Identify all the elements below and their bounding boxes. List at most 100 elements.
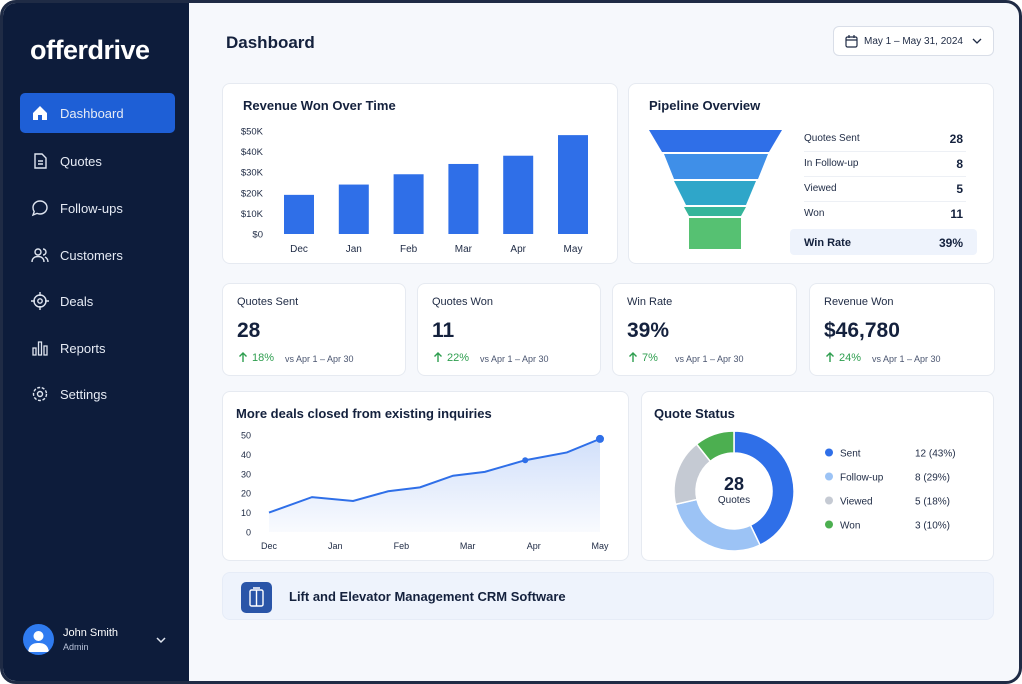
donut-chart: Sent 12 (43%) Follow-up 8 (29%) Viewed 5 (18%… xyxy=(673,430,956,552)
kpi-value: $46,780 xyxy=(824,319,900,342)
date-range: May 1 – May 31, 2024 xyxy=(864,36,963,47)
donut-slice xyxy=(733,430,795,547)
x-tick-label: Feb xyxy=(400,244,418,255)
data-label: 8 (29%) xyxy=(915,473,950,484)
data-label: 12 (43%) xyxy=(915,449,956,460)
x-tick-label: Jan xyxy=(346,244,362,255)
kpi-card: Win Rate 39% 7% vs Apr 1 – Apr 30 xyxy=(612,283,797,376)
nav-item[interactable]: Follow-ups xyxy=(20,188,175,228)
nav-label: Dashboard xyxy=(60,106,124,121)
donut-card: Quote Status Sent 12 (43%) Follow-up 8 (29%… xyxy=(641,391,994,561)
banner-icon xyxy=(241,582,272,613)
stage-value: 8 xyxy=(956,157,963,171)
up-arrow xyxy=(629,352,637,362)
user-name: John Smith xyxy=(63,627,119,639)
line-card: More deals closed from existing inquirie… xyxy=(222,391,629,561)
bar xyxy=(558,135,588,234)
icon-chat xyxy=(31,200,48,217)
revenue-card: Revenue Won Over Time $0 $10K $20K $30K $40K… xyxy=(222,83,618,264)
bar xyxy=(393,174,424,234)
date-picker[interactable]: May 1 – May 31, 2024 xyxy=(833,26,994,56)
nav-label: Deals xyxy=(60,294,94,309)
nav-item[interactable]: Deals xyxy=(20,281,175,321)
bar xyxy=(448,163,479,234)
nav-item[interactable]: Dashboard xyxy=(20,93,175,133)
kpi-change: 24% xyxy=(839,352,862,364)
user-menu[interactable] xyxy=(155,635,167,645)
icon-reports xyxy=(32,341,48,356)
nav-item[interactable]: Settings xyxy=(20,374,175,414)
nav-item[interactable]: Customers xyxy=(20,235,175,275)
bar xyxy=(338,184,369,234)
kpi-value: 28 xyxy=(237,319,261,342)
icon-quotes xyxy=(34,153,47,169)
kpi-label: Quotes Sent xyxy=(237,296,299,308)
logo: offerdrive xyxy=(30,35,150,65)
legend-label: Won xyxy=(840,521,860,532)
kpi-label: Win Rate xyxy=(627,296,673,308)
stage-value: 5 xyxy=(956,182,963,196)
kpi-label: Revenue Won xyxy=(824,296,894,308)
y-tick-label: $30K xyxy=(241,168,264,179)
divider xyxy=(804,201,966,202)
y-tick-label: 30 xyxy=(241,469,251,479)
nav-item[interactable]: Reports xyxy=(20,328,175,368)
y-tick-label: $20K xyxy=(241,188,264,199)
legend-dot xyxy=(825,448,833,457)
divider xyxy=(804,176,966,177)
kpi-compare: vs Apr 1 – Apr 30 xyxy=(480,354,549,364)
y-tick-label: $50K xyxy=(241,127,264,138)
kpi-card: Quotes Sent 28 18% vs Apr 1 – Apr 30 xyxy=(222,283,406,376)
y-tick-label: 0 xyxy=(246,528,251,538)
kpi-compare: vs Apr 1 – Apr 30 xyxy=(675,354,744,364)
x-tick-label: Mar xyxy=(460,541,476,551)
nav-label: Settings xyxy=(60,387,107,402)
y-tick-label: $0 xyxy=(252,230,263,241)
x-tick-label: Apr xyxy=(510,244,526,255)
funnel xyxy=(649,130,782,249)
nav-label: Customers xyxy=(60,248,123,263)
up-arrow xyxy=(434,352,442,362)
icon-users xyxy=(31,248,49,263)
win-rate-row: Win Rate 39% xyxy=(790,229,977,255)
kpi-value: 11 xyxy=(432,319,455,342)
x-tick-label: Mar xyxy=(455,244,473,255)
kpi-change: 18% xyxy=(252,352,275,364)
icon-target xyxy=(31,292,49,310)
kpi-change: 22% xyxy=(447,352,470,364)
legend-label: Sent xyxy=(840,449,861,460)
legend-dot xyxy=(825,472,833,481)
center-value: 28 xyxy=(724,474,744,494)
nav-item[interactable]: Quotes xyxy=(20,141,175,181)
card-title: Revenue Won Over Time xyxy=(243,98,396,113)
y-tick-label: $10K xyxy=(241,209,264,220)
line xyxy=(268,437,601,514)
page-title: Dashboard xyxy=(226,33,315,52)
pipeline-card: Pipeline Overview Win Rate 39% Quotes Se… xyxy=(628,83,994,264)
stage-value: 28 xyxy=(949,132,963,146)
stage-label: Viewed xyxy=(804,183,837,194)
nav-label: Follow-ups xyxy=(60,201,123,216)
data-label: 3 (10%) xyxy=(915,521,950,532)
stage-label: Quotes Sent xyxy=(804,133,860,144)
x-tick-label: Feb xyxy=(394,541,410,551)
avatar xyxy=(23,624,54,655)
legend-dot xyxy=(825,520,833,529)
banner-text: Lift and Elevator Management CRM Softwar… xyxy=(289,589,566,604)
kpi-compare: vs Apr 1 – Apr 30 xyxy=(872,354,941,364)
divider xyxy=(804,151,966,152)
line-area xyxy=(269,438,600,532)
x-tick-label: Dec xyxy=(290,244,308,255)
legend-label: Viewed xyxy=(840,497,873,508)
y-tick-label: 10 xyxy=(241,508,251,518)
kpi-label: Quotes Won xyxy=(432,296,493,308)
card-title: Quote Status xyxy=(654,406,735,421)
bar xyxy=(503,155,534,234)
card-title: More deals closed from existing inquirie… xyxy=(236,406,492,421)
user-role: Admin xyxy=(63,642,89,652)
up-arrow xyxy=(826,352,834,362)
x-tick-label: Dec xyxy=(261,541,278,551)
nav-label: Quotes xyxy=(60,154,102,169)
x-tick-label: Apr xyxy=(527,541,541,551)
kpi-value: 39% xyxy=(627,319,670,342)
